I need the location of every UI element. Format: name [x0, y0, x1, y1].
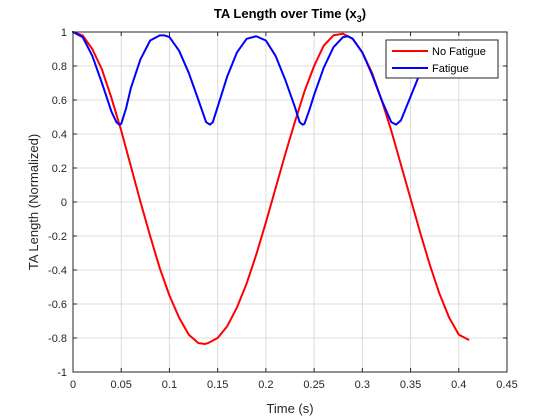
- x-tick-labels: 0 0.05 0.1 0.15 0.2 0.25 0.3 0.35 0.4 0.45: [70, 379, 518, 391]
- tick-marks: [72, 31, 508, 373]
- y-tick-labels: -1 -0.8 -0.6 -0.4 -0.2 0 0.2 0.4 0.6 0.8 1: [48, 27, 67, 379]
- y-tick-label: 0.8: [52, 61, 67, 73]
- legend: No Fatigue Fatigue: [385, 39, 499, 79]
- y-tick-label: 1: [61, 27, 67, 39]
- chart-title-main: TA Length over Time (x: [214, 6, 358, 21]
- y-tick-label: -1: [57, 367, 67, 379]
- x-tick-label: 0.1: [162, 379, 177, 391]
- y-axis-label: TA Length (Normalized): [26, 134, 41, 270]
- x-tick-label: 0: [70, 379, 76, 391]
- x-tick-label: 0.2: [258, 379, 273, 391]
- series-line-fatigue: [72, 31, 445, 126]
- series-line-no-fatigue: [72, 31, 470, 345]
- x-tick-label: 0.4: [451, 379, 466, 391]
- y-tick-label: 0.6: [52, 95, 67, 107]
- x-tick-label: 0.35: [400, 379, 421, 391]
- y-tick-label: -0.2: [48, 231, 67, 243]
- legend-label-fatigue: Fatigue: [432, 63, 469, 75]
- y-tick-label: -0.8: [48, 333, 67, 345]
- legend-label-no-fatigue: No Fatigue: [432, 46, 486, 58]
- x-tick-label: 0.45: [496, 379, 517, 391]
- x-tick-label: 0.15: [207, 379, 228, 391]
- x-tick-label: 0.25: [303, 379, 324, 391]
- y-tick-label: 0.4: [52, 129, 67, 141]
- chart-title-close: ): [362, 6, 366, 21]
- x-tick-label: 0.3: [355, 379, 370, 391]
- chart-title: TA Length over Time (x3): [214, 6, 366, 24]
- x-tick-label: 0.05: [111, 379, 132, 391]
- y-tick-label: 0: [61, 197, 67, 209]
- legend-box: [385, 39, 499, 79]
- y-tick-label: 0.2: [52, 163, 67, 175]
- chart-title-subscript: 3: [357, 14, 362, 24]
- series-layer: [72, 31, 470, 345]
- x-axis-label: Time (s): [266, 401, 313, 416]
- y-tick-label: -0.4: [48, 265, 67, 277]
- y-tick-label: -0.6: [48, 299, 67, 311]
